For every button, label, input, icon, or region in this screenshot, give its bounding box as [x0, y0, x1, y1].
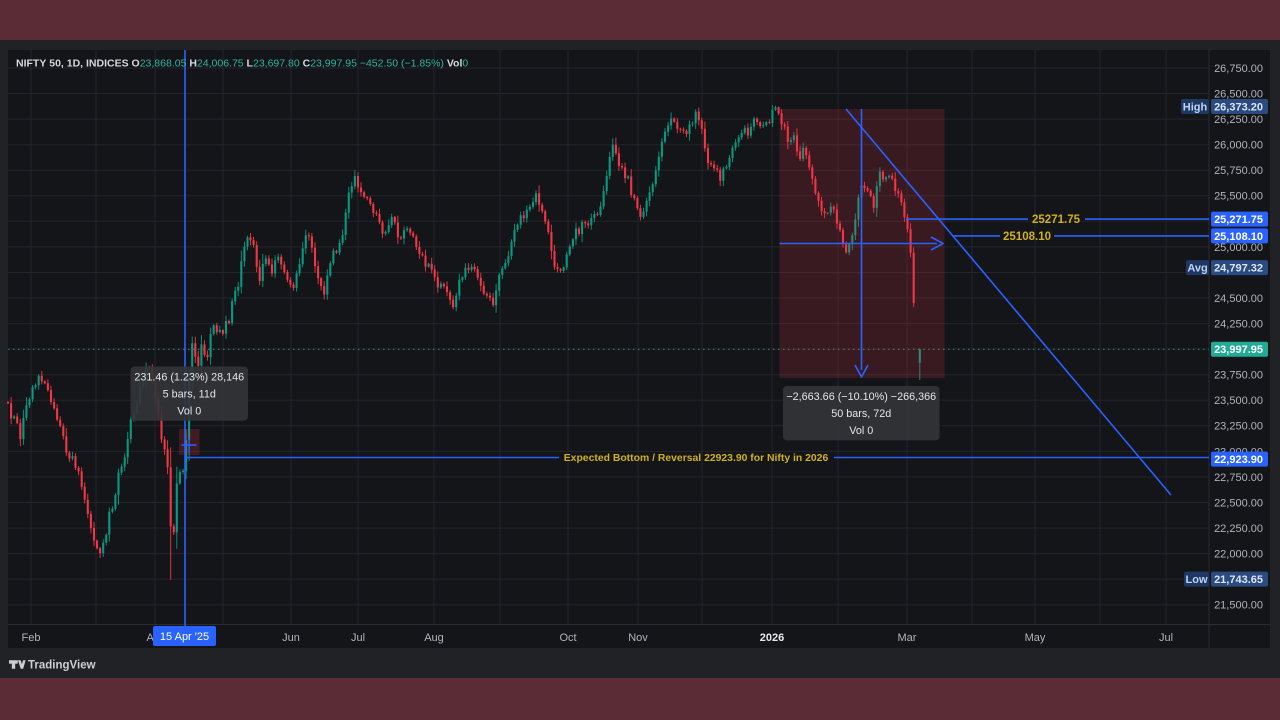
- svg-text:22,923.90: 22,923.90: [1214, 454, 1263, 466]
- svg-text:26,250.00: 26,250.00: [1214, 114, 1263, 126]
- svg-text:25271.75: 25271.75: [1032, 214, 1081, 226]
- svg-text:22,250.00: 22,250.00: [1214, 523, 1263, 535]
- svg-text:25,108.10: 25,108.10: [1214, 231, 1263, 243]
- svg-text:26,750.00: 26,750.00: [1214, 63, 1263, 75]
- svg-text:26,000.00: 26,000.00: [1214, 140, 1263, 152]
- svg-text:Vol 0: Vol 0: [177, 406, 201, 418]
- svg-text:Aug: Aug: [424, 632, 444, 644]
- svg-text:NIFTY 50, 1D, INDICES O23,868.: NIFTY 50, 1D, INDICES O23,868.05 H24,006…: [16, 57, 468, 69]
- svg-text:25,750.00: 25,750.00: [1214, 165, 1263, 177]
- svg-text:5 bars, 11d: 5 bars, 11d: [163, 389, 216, 401]
- svg-text:Low: Low: [1186, 574, 1208, 586]
- svg-text:Oct: Oct: [559, 632, 576, 644]
- svg-text:May: May: [1025, 632, 1046, 644]
- svg-text:26,373.20: 26,373.20: [1214, 101, 1263, 113]
- svg-text:Jul: Jul: [1159, 632, 1173, 644]
- svg-text:22,750.00: 22,750.00: [1214, 472, 1263, 484]
- svg-text:21,500.00: 21,500.00: [1214, 600, 1263, 612]
- svg-text:Vol 0: Vol 0: [849, 425, 873, 437]
- svg-text:TradingView: TradingView: [28, 660, 96, 672]
- svg-text:23,500.00: 23,500.00: [1214, 395, 1263, 407]
- svg-text:Expected Bottom / Reversal 229: Expected Bottom / Reversal 22923.90 for …: [564, 453, 829, 464]
- svg-text:15 Apr ′25: 15 Apr ′25: [160, 631, 209, 643]
- svg-text:231.46 (1.23%) 28,146: 231.46 (1.23%) 28,146: [134, 372, 244, 384]
- svg-text:22,000.00: 22,000.00: [1214, 549, 1263, 561]
- svg-text:24,797.32: 24,797.32: [1214, 263, 1263, 275]
- svg-text:22,500.00: 22,500.00: [1214, 497, 1263, 509]
- svg-text:Avg: Avg: [1187, 263, 1207, 275]
- svg-text:Mar: Mar: [898, 632, 917, 644]
- svg-text:Jul: Jul: [351, 632, 365, 644]
- svg-text:24,250.00: 24,250.00: [1214, 319, 1263, 331]
- svg-text:23,997.95: 23,997.95: [1214, 344, 1263, 356]
- svg-text:25108.10: 25108.10: [1003, 231, 1051, 243]
- svg-text:50 bars, 72d: 50 bars, 72d: [831, 408, 891, 420]
- svg-text:2026: 2026: [760, 632, 784, 644]
- svg-text:25,271.75: 25,271.75: [1214, 214, 1263, 226]
- svg-text:26,500.00: 26,500.00: [1214, 88, 1263, 100]
- svg-text:25,500.00: 25,500.00: [1214, 191, 1263, 203]
- svg-text:23,750.00: 23,750.00: [1214, 370, 1263, 382]
- svg-text:High: High: [1183, 101, 1208, 113]
- svg-text:21,743.65: 21,743.65: [1214, 574, 1263, 586]
- svg-text:Feb: Feb: [22, 632, 41, 644]
- svg-text:−2,663.66 (−10.10%) −266,366: −2,663.66 (−10.10%) −266,366: [786, 391, 936, 403]
- svg-text:Nov: Nov: [628, 632, 648, 644]
- svg-text:25,000.00: 25,000.00: [1214, 242, 1263, 254]
- svg-text:24,500.00: 24,500.00: [1214, 293, 1263, 305]
- svg-text:Jun: Jun: [282, 632, 300, 644]
- svg-text:23,250.00: 23,250.00: [1214, 421, 1263, 433]
